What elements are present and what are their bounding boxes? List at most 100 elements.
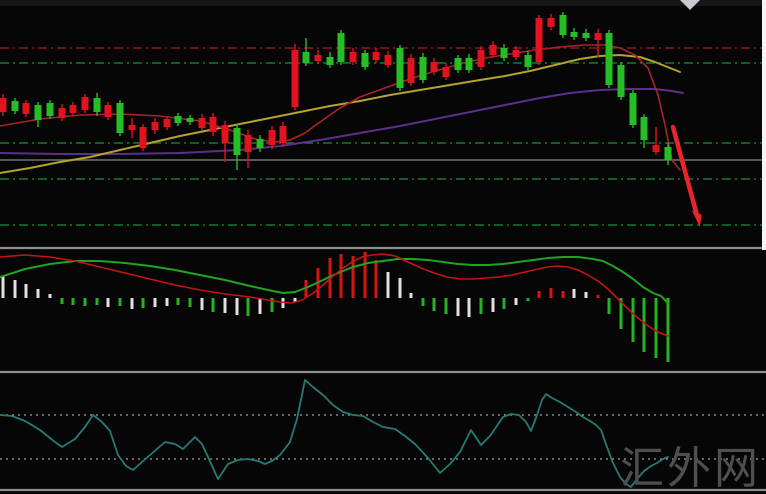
candle-body — [46, 103, 54, 116]
candle-body — [372, 52, 380, 60]
macd-bar — [48, 294, 52, 298]
candle-body — [279, 126, 287, 143]
candle-body — [629, 93, 637, 125]
candle-body — [430, 62, 438, 72]
macd-bar — [118, 298, 122, 306]
candle-body — [465, 58, 473, 70]
macd-bar — [60, 298, 64, 304]
macd-bar — [153, 298, 157, 307]
candle-body — [664, 147, 672, 160]
candle-body — [559, 15, 567, 35]
right-edge-strip — [762, 0, 766, 250]
arrow-head — [691, 210, 702, 227]
candle-body — [524, 55, 532, 67]
macd-bar — [293, 298, 297, 302]
macd-bar — [421, 298, 425, 306]
candle-body — [256, 139, 264, 148]
macd-bar — [95, 298, 99, 305]
panel-separators — [0, 246, 766, 492]
macd-bar — [631, 298, 635, 342]
macd-bar — [223, 298, 227, 313]
arrow-shaft — [670, 124, 699, 216]
candle-body — [547, 18, 555, 27]
candle-body — [384, 55, 392, 65]
candle-body — [582, 33, 590, 38]
candle-body — [221, 125, 229, 143]
macd-bar — [619, 298, 623, 329]
candle-body — [349, 52, 357, 62]
macd-bar — [258, 298, 262, 314]
macd-bar — [176, 298, 180, 305]
candle-body — [34, 105, 42, 120]
chart-shift-triangle-marker[interactable] — [680, 0, 700, 10]
macd-bar — [572, 289, 576, 298]
candle-body — [209, 117, 217, 132]
main-chart-panel[interactable] — [0, 12, 766, 226]
candle-body — [361, 53, 369, 67]
macd-bar — [432, 298, 436, 311]
macd-bar — [398, 278, 402, 298]
macd-bar — [211, 298, 215, 312]
macd-bar — [188, 298, 192, 307]
ma-mid-yellow — [0, 54, 681, 174]
macd-bar — [386, 272, 390, 298]
macd-bar — [596, 295, 600, 298]
candle-body — [454, 58, 462, 70]
candle-body — [163, 119, 171, 127]
macd-line-green — [0, 256, 669, 304]
candle-body — [104, 105, 112, 117]
macd-bar — [246, 298, 250, 316]
candle-body — [442, 67, 450, 77]
macd-bar — [491, 298, 495, 312]
candle-body — [419, 57, 427, 80]
macd-bar — [304, 280, 308, 298]
macd-bar — [467, 298, 471, 317]
macd-bar — [363, 252, 367, 298]
candle-body — [11, 101, 19, 111]
candle-body — [128, 125, 136, 130]
macd-bar — [537, 291, 541, 298]
candle-body — [116, 103, 124, 133]
candles-group — [0, 12, 672, 170]
macd-bar — [584, 292, 588, 298]
candle-body — [535, 18, 543, 62]
macd-bar — [561, 291, 565, 298]
candle-body — [302, 52, 310, 63]
macd-bar — [106, 298, 110, 307]
candle-body — [652, 145, 660, 152]
macd-bar — [374, 260, 378, 298]
macd-bar — [502, 298, 506, 309]
oscillator-panel[interactable] — [0, 379, 766, 488]
macd-panel[interactable] — [0, 252, 670, 362]
candle-body — [186, 118, 194, 122]
candle-body — [326, 57, 334, 65]
signal-line-red — [0, 253, 669, 337]
candle-body — [69, 105, 77, 113]
candle-body — [640, 117, 648, 140]
candle-body — [198, 118, 206, 128]
down-arrow-annotation[interactable] — [670, 124, 702, 227]
oscillator-line — [0, 379, 669, 488]
macd-bar — [607, 298, 611, 314]
candle-body — [22, 103, 30, 114]
macd-bar — [71, 298, 75, 305]
macd-bar — [24, 284, 28, 298]
candle-body — [500, 48, 508, 58]
candle-body — [570, 32, 578, 37]
macd-bar — [130, 298, 134, 309]
macd-bar — [13, 280, 17, 298]
candle-body — [268, 130, 276, 145]
candle-body — [477, 50, 485, 67]
macd-bar — [514, 298, 518, 305]
candle-body — [407, 58, 415, 83]
candle-body — [93, 98, 101, 112]
candle-body — [605, 33, 613, 85]
candle-body — [58, 108, 66, 118]
macd-bar — [642, 298, 646, 352]
macd-bar — [549, 288, 553, 298]
macd-bar — [351, 256, 355, 298]
macd-bar — [479, 298, 483, 314]
candle-body — [151, 122, 159, 130]
